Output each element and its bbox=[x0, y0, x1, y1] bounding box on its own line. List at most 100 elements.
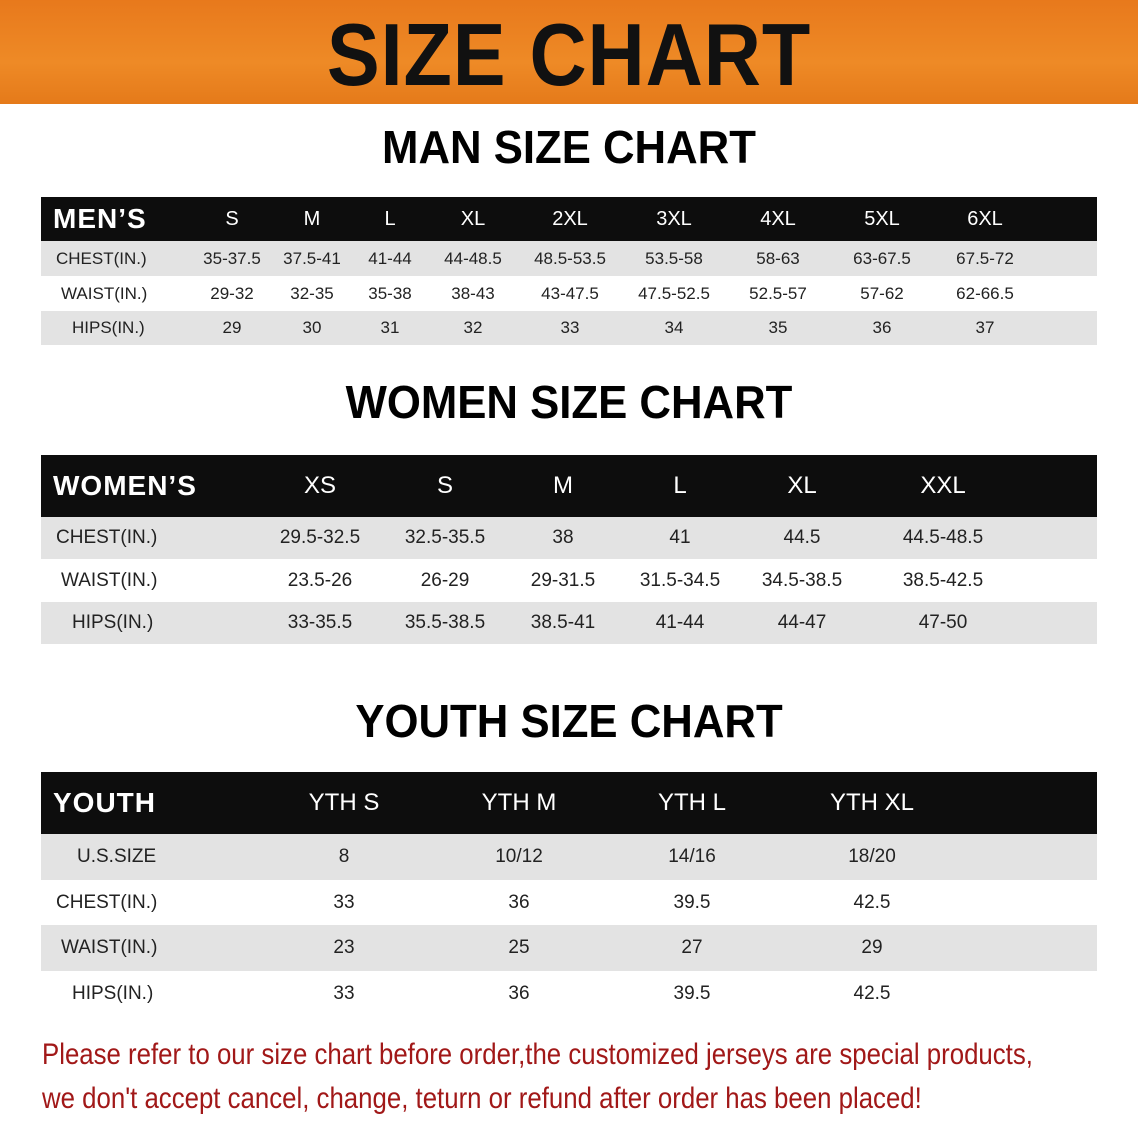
row-label: HIPS(IN.) bbox=[72, 982, 154, 1004]
table-row: HIPS(IN.) 33-35.5 35.5-38.5 38.5-41 41-44 44-… bbox=[41, 602, 1097, 644]
row-label: CHEST(IN.) bbox=[56, 891, 158, 913]
table-cell: 38-43 bbox=[451, 283, 495, 303]
table-cell: 38 bbox=[552, 527, 574, 548]
table-cell: 33 bbox=[333, 982, 355, 1004]
note-line-1: Please refer to our size chart before or… bbox=[42, 1038, 1033, 1071]
size-header: M bbox=[553, 472, 573, 499]
table-cell: 34 bbox=[664, 318, 684, 337]
table-cell: 35.5-38.5 bbox=[404, 612, 486, 633]
table-cell: 42.5 bbox=[853, 982, 891, 1004]
table-cell: 35-37.5 bbox=[203, 248, 261, 268]
size-header: M bbox=[303, 207, 321, 230]
table-cell: 67.5-72 bbox=[956, 248, 1014, 268]
note-line-2: we don't accept cancel, change, teturn o… bbox=[42, 1082, 922, 1115]
size-header: 6XL bbox=[967, 207, 1003, 230]
table-cell: 29 bbox=[222, 318, 242, 337]
table-row: HIPS(IN.) 29 30 31 32 33 34 35 36 37 bbox=[41, 311, 1097, 345]
table-cell: 62-66.5 bbox=[956, 283, 1014, 303]
women-title: WOMEN SIZE CHART bbox=[345, 376, 793, 428]
table-cell: 36 bbox=[508, 982, 530, 1004]
table-cell: 47-50 bbox=[918, 612, 968, 633]
row-label: HIPS(IN.) bbox=[72, 318, 145, 337]
row-label: WAIST(IN.) bbox=[61, 937, 158, 958]
table-cell: 31.5-34.5 bbox=[639, 569, 721, 591]
size-header: YTH S bbox=[308, 789, 380, 816]
youth-size-table: YOUTH YTH S YTH M YTH L YTH XL U.S.SIZE 8 10/12… bbox=[41, 772, 1097, 1016]
table-cell: 26-29 bbox=[420, 569, 470, 591]
header-label: YOUTH bbox=[53, 787, 156, 818]
table-cell: 23.5-26 bbox=[287, 569, 353, 591]
table-cell: 25 bbox=[508, 937, 530, 958]
table-cell: 37.5-41 bbox=[283, 248, 341, 268]
table-cell: 44-47 bbox=[777, 612, 827, 633]
table-cell: 52.5-57 bbox=[749, 283, 807, 303]
table-cell: 10/12 bbox=[495, 846, 543, 867]
table-cell: 8 bbox=[338, 846, 350, 867]
table-cell: 41-44 bbox=[655, 612, 705, 633]
table-cell: 38.5-41 bbox=[530, 612, 596, 633]
table-cell: 38.5-42.5 bbox=[902, 569, 984, 591]
youth-title: YOUTH SIZE CHART bbox=[355, 695, 783, 747]
banner-title: SIZE CHART bbox=[326, 5, 812, 104]
row-label: WAIST(IN.) bbox=[61, 569, 158, 591]
table-cell: 33 bbox=[560, 318, 580, 337]
table-cell: 44.5 bbox=[783, 527, 821, 548]
size-header: YTH XL bbox=[829, 789, 915, 816]
table-cell: 29 bbox=[861, 937, 883, 958]
table-row: CHEST(IN.) 33 36 39.5 42.5 bbox=[41, 880, 1097, 925]
table-cell: 14/16 bbox=[668, 846, 716, 867]
size-header: XS bbox=[303, 472, 336, 499]
header-row: YOUTH YTH S YTH M YTH L YTH XL bbox=[41, 772, 1097, 834]
table-cell: 63-67.5 bbox=[853, 248, 911, 268]
table-cell: 32 bbox=[463, 318, 483, 337]
table-cell: 34.5-38.5 bbox=[761, 569, 843, 591]
size-header: 4XL bbox=[760, 207, 796, 230]
table-cell: 31 bbox=[380, 318, 400, 337]
table-cell: 44.5-48.5 bbox=[902, 527, 984, 548]
table-row: WAIST(IN.) 23.5-26 26-29 29-31.5 31.5-34.5 34… bbox=[41, 559, 1097, 602]
table-cell: 29.5-32.5 bbox=[279, 527, 361, 548]
table-row: HIPS(IN.) 33 36 39.5 42.5 bbox=[41, 971, 1097, 1016]
size-header: XL bbox=[787, 472, 817, 499]
banner: SIZE CHART bbox=[0, 0, 1138, 104]
row-label: WAIST(IN.) bbox=[61, 283, 148, 303]
table-row: CHEST(IN.) 35-37.5 37.5-41 41-44 44-48.5 48.5… bbox=[41, 241, 1097, 276]
table-cell: 57-62 bbox=[860, 283, 904, 303]
size-header: YTH M bbox=[481, 789, 557, 816]
table-cell: 23 bbox=[333, 937, 355, 958]
row-label: U.S.SIZE bbox=[77, 846, 157, 867]
table-cell: 27 bbox=[681, 937, 703, 958]
table-cell: 39.5 bbox=[673, 982, 711, 1004]
table-cell: 58-63 bbox=[756, 248, 800, 268]
table-cell: 53.5-58 bbox=[645, 248, 703, 268]
men-size-table: MEN’S S M L XL 2XL 3XL 4XL 5XL 6XL CHEST(IN.) 35-37… bbox=[41, 197, 1097, 345]
table-cell: 36 bbox=[872, 318, 892, 337]
table-row: WAIST(IN.) 29-32 32-35 35-38 38-43 43-47.5 47.… bbox=[41, 276, 1097, 311]
men-title: MAN SIZE CHART bbox=[382, 121, 756, 173]
size-header: YTH L bbox=[657, 789, 726, 816]
size-header: 3XL bbox=[656, 207, 692, 230]
size-header: XL bbox=[460, 207, 486, 230]
size-header: S bbox=[225, 207, 239, 230]
table-cell: 29-31.5 bbox=[530, 569, 596, 591]
table-row: CHEST(IN.) 29.5-32.5 32.5-35.5 38 41 44.5 44.5… bbox=[41, 517, 1097, 559]
header-row: WOMEN’S XS S M L XL XXL bbox=[41, 455, 1097, 517]
header-label: MEN’S bbox=[53, 203, 147, 234]
size-header: S bbox=[436, 472, 453, 499]
table-cell: 42.5 bbox=[853, 891, 891, 913]
size-header: L bbox=[384, 207, 396, 230]
table-cell: 32.5-35.5 bbox=[404, 527, 486, 548]
size-header: 2XL bbox=[552, 207, 588, 230]
row-label: CHEST(IN.) bbox=[56, 527, 158, 548]
table-cell: 33-35.5 bbox=[287, 612, 353, 633]
table-cell: 35 bbox=[768, 318, 788, 337]
table-cell: 30 bbox=[302, 318, 322, 337]
size-header: L bbox=[673, 472, 687, 499]
table-cell: 48.5-53.5 bbox=[534, 248, 606, 268]
table-cell: 33 bbox=[333, 891, 355, 913]
header-row: MEN’S S M L XL 2XL 3XL 4XL 5XL 6XL bbox=[41, 197, 1097, 241]
table-cell: 32-35 bbox=[290, 283, 334, 303]
table-row: WAIST(IN.) 23 25 27 29 bbox=[41, 925, 1097, 971]
size-header: 5XL bbox=[864, 207, 900, 230]
size-header: XXL bbox=[920, 472, 966, 499]
